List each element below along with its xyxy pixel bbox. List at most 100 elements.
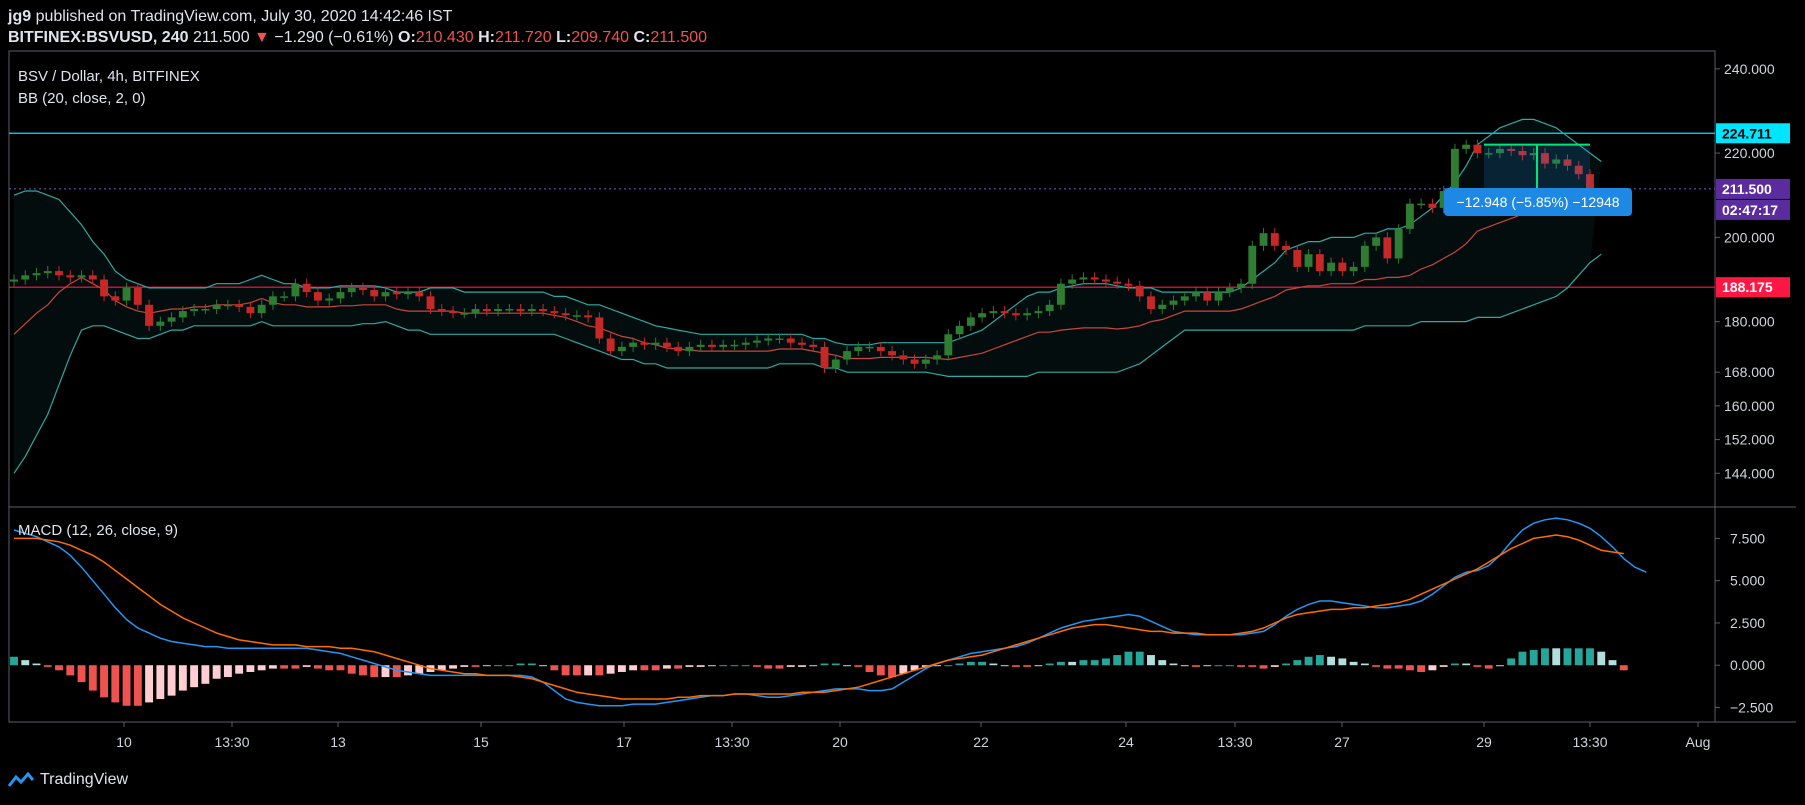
candle[interactable] — [944, 329, 953, 361]
candle[interactable] — [505, 303, 514, 315]
candle[interactable] — [1383, 232, 1392, 264]
candle[interactable] — [1259, 228, 1268, 251]
candle[interactable] — [854, 341, 863, 357]
candle[interactable] — [606, 333, 615, 357]
candle[interactable] — [1113, 276, 1122, 289]
candle[interactable] — [1315, 249, 1324, 277]
candle[interactable] — [1405, 198, 1414, 234]
candle[interactable] — [1541, 148, 1549, 169]
candle[interactable] — [1102, 274, 1110, 287]
candle[interactable] — [843, 346, 851, 365]
candle[interactable] — [100, 274, 108, 302]
candle[interactable] — [595, 312, 604, 344]
candle[interactable] — [809, 339, 818, 352]
candle[interactable] — [1293, 244, 1302, 272]
candle[interactable] — [1203, 287, 1212, 306]
candle[interactable] — [145, 299, 154, 331]
candle[interactable] — [302, 278, 311, 298]
candle[interactable] — [1484, 148, 1493, 159]
candle[interactable] — [685, 341, 694, 357]
candle[interactable] — [449, 306, 457, 319]
author-name[interactable]: jg9 — [8, 8, 32, 25]
candle[interactable] — [516, 303, 525, 317]
candle[interactable] — [370, 284, 379, 302]
candle[interactable] — [1068, 274, 1077, 289]
candle[interactable] — [268, 291, 277, 310]
candle[interactable] — [662, 337, 671, 352]
candle[interactable] — [674, 341, 683, 357]
candle[interactable] — [437, 303, 446, 317]
candle[interactable] — [291, 278, 300, 302]
candle[interactable] — [786, 333, 795, 348]
candle[interactable] — [77, 270, 86, 283]
candle[interactable] — [1417, 198, 1426, 209]
candle[interactable] — [460, 308, 469, 319]
candle[interactable] — [865, 341, 874, 352]
candle[interactable] — [43, 266, 52, 279]
candle[interactable] — [1225, 282, 1234, 298]
candle[interactable] — [617, 341, 626, 357]
candle[interactable] — [1529, 148, 1538, 161]
candle[interactable] — [989, 306, 998, 319]
candle[interactable] — [1023, 308, 1032, 321]
candle[interactable] — [190, 303, 199, 317]
candle[interactable] — [1011, 308, 1020, 321]
candle[interactable] — [539, 303, 548, 317]
candle[interactable] — [820, 341, 829, 374]
candle[interactable] — [1090, 272, 1099, 285]
candle[interactable] — [1304, 249, 1313, 272]
candle[interactable] — [1518, 145, 1527, 161]
candle[interactable] — [775, 333, 784, 344]
candle[interactable] — [798, 337, 806, 350]
candle[interactable] — [572, 310, 581, 321]
candle[interactable] — [1574, 160, 1583, 180]
footer-brand[interactable]: TradingView — [8, 771, 128, 789]
candle[interactable] — [1563, 154, 1572, 171]
candle[interactable] — [66, 270, 75, 283]
candle[interactable] — [1158, 299, 1167, 315]
candle[interactable] — [359, 282, 367, 296]
candle[interactable] — [325, 293, 334, 306]
candle[interactable] — [1338, 257, 1347, 277]
candle[interactable] — [201, 303, 210, 315]
candle[interactable] — [1360, 240, 1369, 272]
candle[interactable] — [1169, 295, 1178, 310]
candle[interactable] — [1349, 261, 1358, 277]
candle[interactable] — [235, 299, 244, 312]
candle[interactable] — [426, 291, 435, 315]
candle[interactable] — [167, 312, 176, 327]
candle[interactable] — [753, 335, 761, 348]
candle[interactable] — [1439, 185, 1448, 213]
candle[interactable] — [257, 299, 266, 319]
candle[interactable] — [1327, 257, 1336, 277]
candle[interactable] — [1056, 278, 1065, 310]
candle[interactable] — [32, 268, 41, 281]
candle[interactable] — [55, 266, 63, 281]
candle[interactable] — [392, 287, 401, 300]
candle[interactable] — [482, 303, 491, 317]
candle[interactable] — [10, 274, 18, 287]
candle[interactable] — [831, 354, 840, 374]
candle[interactable] — [1124, 278, 1133, 291]
candle[interactable] — [1237, 278, 1245, 293]
candle[interactable] — [561, 308, 570, 321]
candle[interactable] — [1270, 228, 1279, 251]
candle[interactable] — [178, 306, 187, 323]
candle[interactable] — [584, 310, 593, 323]
candle[interactable] — [1282, 240, 1290, 256]
candle[interactable] — [212, 299, 221, 315]
candle[interactable] — [21, 270, 30, 285]
candle[interactable] — [1462, 139, 1471, 154]
candle[interactable] — [1507, 143, 1516, 157]
candle[interactable] — [111, 291, 120, 306]
candle[interactable] — [133, 282, 142, 310]
candle[interactable] — [494, 303, 502, 317]
candle[interactable] — [741, 337, 750, 350]
candle[interactable] — [223, 299, 232, 310]
candle[interactable] — [955, 320, 964, 340]
candle[interactable] — [696, 339, 705, 352]
candle[interactable] — [730, 339, 739, 350]
candle[interactable] — [1079, 272, 1088, 285]
candle[interactable] — [550, 306, 559, 319]
candle[interactable] — [651, 337, 660, 350]
